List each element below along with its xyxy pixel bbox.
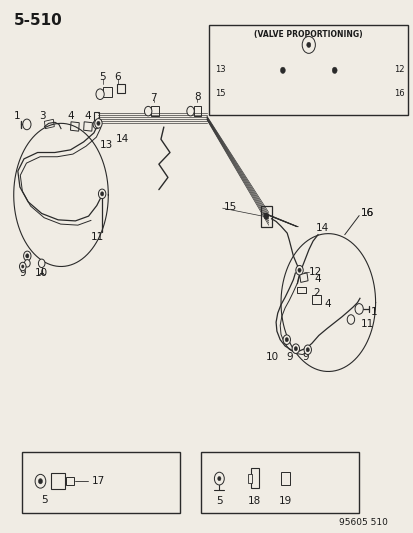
Text: 4: 4 bbox=[84, 111, 91, 122]
Circle shape bbox=[24, 260, 30, 267]
Text: 4: 4 bbox=[67, 111, 74, 122]
Circle shape bbox=[21, 265, 24, 268]
Circle shape bbox=[144, 107, 152, 116]
Text: 4: 4 bbox=[314, 273, 320, 284]
Circle shape bbox=[96, 89, 104, 100]
Circle shape bbox=[95, 118, 102, 128]
Text: 16: 16 bbox=[393, 88, 404, 98]
Bar bbox=[22, 452, 180, 513]
Circle shape bbox=[38, 259, 45, 268]
Circle shape bbox=[294, 346, 297, 351]
Bar bbox=[247, 474, 252, 483]
Circle shape bbox=[214, 472, 224, 485]
Circle shape bbox=[305, 348, 309, 352]
Text: 16: 16 bbox=[360, 208, 373, 219]
Bar bbox=[44, 119, 54, 128]
Text: 14: 14 bbox=[315, 223, 328, 233]
Bar bbox=[280, 472, 290, 485]
Text: 11: 11 bbox=[360, 319, 373, 329]
Circle shape bbox=[38, 479, 43, 484]
Bar bbox=[151, 106, 159, 116]
Text: 1: 1 bbox=[370, 307, 376, 317]
Text: 19: 19 bbox=[278, 496, 291, 506]
Bar bbox=[193, 106, 201, 116]
Circle shape bbox=[100, 192, 104, 196]
Circle shape bbox=[303, 345, 311, 354]
Text: 95605 510: 95605 510 bbox=[338, 518, 387, 527]
Bar bbox=[250, 468, 259, 488]
Bar bbox=[66, 477, 74, 486]
Circle shape bbox=[285, 337, 288, 342]
Text: 6: 6 bbox=[114, 71, 121, 82]
Text: 5: 5 bbox=[41, 495, 48, 505]
Circle shape bbox=[282, 335, 290, 344]
Circle shape bbox=[354, 304, 362, 314]
Bar bbox=[83, 122, 92, 131]
Bar bbox=[94, 112, 99, 124]
Text: 10: 10 bbox=[266, 352, 279, 361]
Circle shape bbox=[217, 477, 221, 481]
Text: 4: 4 bbox=[323, 298, 330, 309]
Circle shape bbox=[26, 254, 29, 258]
Text: 13: 13 bbox=[215, 64, 225, 74]
Text: 14: 14 bbox=[116, 134, 129, 144]
Circle shape bbox=[98, 189, 106, 199]
Bar bbox=[209, 25, 408, 115]
Text: 1: 1 bbox=[14, 111, 20, 121]
Circle shape bbox=[292, 344, 299, 353]
Text: 10: 10 bbox=[35, 268, 48, 278]
Text: 12: 12 bbox=[308, 267, 321, 277]
Text: 13: 13 bbox=[100, 140, 113, 150]
Bar bbox=[311, 295, 320, 304]
Text: 5: 5 bbox=[99, 71, 105, 82]
Circle shape bbox=[347, 315, 354, 324]
Circle shape bbox=[280, 67, 285, 74]
Text: 9: 9 bbox=[301, 352, 308, 361]
Bar bbox=[116, 84, 124, 93]
Circle shape bbox=[24, 251, 31, 261]
Text: 9: 9 bbox=[285, 352, 292, 361]
Text: 15: 15 bbox=[223, 202, 236, 212]
Circle shape bbox=[301, 36, 315, 53]
Circle shape bbox=[186, 107, 194, 116]
Text: 17: 17 bbox=[92, 476, 105, 486]
Circle shape bbox=[331, 67, 336, 74]
Text: 5: 5 bbox=[216, 496, 222, 506]
Bar bbox=[200, 452, 358, 513]
Circle shape bbox=[19, 262, 26, 271]
Text: 8: 8 bbox=[193, 92, 200, 102]
Text: 3: 3 bbox=[39, 111, 46, 122]
Circle shape bbox=[263, 213, 268, 219]
Circle shape bbox=[97, 121, 100, 125]
Bar bbox=[261, 206, 271, 227]
Bar bbox=[103, 87, 112, 97]
Text: 11: 11 bbox=[91, 232, 104, 242]
Text: (VALVE PROPORTIONING): (VALVE PROPORTIONING) bbox=[254, 30, 362, 39]
Text: 5-510: 5-510 bbox=[14, 13, 62, 28]
Circle shape bbox=[93, 120, 100, 128]
Circle shape bbox=[297, 268, 300, 272]
Circle shape bbox=[23, 119, 31, 130]
Bar bbox=[297, 287, 305, 293]
Text: 12: 12 bbox=[393, 64, 404, 74]
Circle shape bbox=[306, 42, 310, 47]
Bar bbox=[51, 473, 65, 489]
Bar bbox=[299, 273, 307, 282]
Bar bbox=[70, 122, 79, 131]
Text: 15: 15 bbox=[215, 88, 225, 98]
Text: 18: 18 bbox=[247, 496, 260, 506]
Text: 9: 9 bbox=[19, 268, 26, 278]
Text: 16: 16 bbox=[360, 208, 373, 219]
Circle shape bbox=[35, 474, 46, 488]
Text: 2: 2 bbox=[312, 288, 319, 298]
Circle shape bbox=[295, 265, 302, 275]
Text: 7: 7 bbox=[150, 93, 157, 103]
